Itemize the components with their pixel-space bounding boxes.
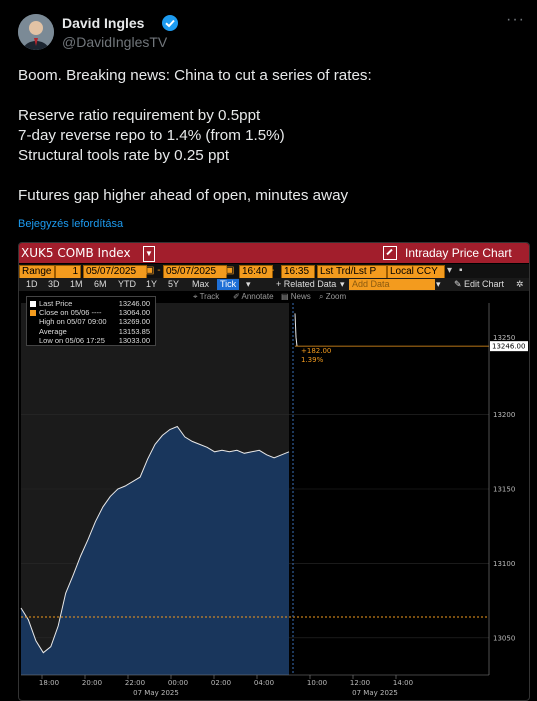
y-tick-label: 13250 <box>493 334 515 342</box>
ticker-dropdown-icon: ▼ <box>143 246 155 262</box>
more-dots-icon[interactable]: ··· <box>506 11 525 28</box>
author-name[interactable]: David Ingles <box>62 15 145 31</box>
related-data: + Related Data <box>276 279 337 289</box>
ticker-label: XUK5 COMB Index <box>21 246 131 260</box>
currency-select: Local CCY <box>387 265 445 279</box>
period-button: 1M <box>70 279 83 289</box>
legend-item: Last Price 13246.00 <box>30 299 152 308</box>
tweet-line: 7-day reverse repo to 1.4% (from 1.5%) <box>18 127 285 144</box>
legend-item: Average 13153.85 <box>39 326 150 336</box>
series-line <box>20 425 290 654</box>
legend-item: High on 05/07 09:00 13269.00 <box>39 317 150 327</box>
x-tick-label: 10:00 <box>307 679 327 687</box>
tweet-line: Futures gap higher ahead of open, minute… <box>18 187 349 204</box>
range-label: Range <box>19 265 55 279</box>
news-tool: ▤ News <box>281 292 311 301</box>
x-tick-label: 00:00 <box>168 679 188 687</box>
price-chart: 13050 13100 13150 13200 18:00 20:00 22:00 00:0… <box>20 303 528 697</box>
tweet-line <box>18 86 523 106</box>
y-tick-label: 13100 <box>493 560 515 568</box>
track-tool: ⌖ Track <box>193 292 220 301</box>
x-date-label: 07 May 2025 <box>133 689 179 697</box>
period-button: 5Y <box>168 279 180 289</box>
date-to: 05/07/2025 <box>163 265 227 279</box>
chart-image[interactable]: XUK5 COMB Index ▼ Intraday Price Chart R… <box>18 242 530 701</box>
legend-swatch <box>30 301 36 308</box>
legend-item: Close on 05/06 ---- 13064.00 <box>30 308 152 317</box>
period-button: Max <box>192 279 210 289</box>
change-abs: +182.00 <box>301 347 331 355</box>
chart-title: Intraday Price Chart <box>405 246 512 260</box>
author-handle[interactable]: @DavidInglesTV <box>62 34 168 50</box>
translate-link[interactable]: Bejegyzés lefordítása <box>18 218 124 230</box>
x-tick-label: 14:00 <box>393 679 413 687</box>
time-to: 16:35 <box>281 265 315 279</box>
avatar[interactable] <box>18 14 54 50</box>
x-tick-label: 12:00 <box>350 679 370 687</box>
x-date-label: 07 May 2025 <box>352 689 398 697</box>
period-row: 1D 3D 1M 6M YTD 1Y 5Y Max Tick ▾ + Relat… <box>19 278 529 291</box>
calendar-icon: ▣ <box>225 265 235 276</box>
x-tick-label: 20:00 <box>82 679 102 687</box>
verified-badge-icon <box>161 14 179 32</box>
x-tick-label: 22:00 <box>125 679 145 687</box>
x-tick-label: 04:00 <box>254 679 274 687</box>
annotate-tool: ✐ Annotate <box>233 292 274 301</box>
tweet-line: Boom. Breaking news: China to cut a seri… <box>18 67 372 84</box>
date-from: 05/07/2025 <box>83 265 147 279</box>
settings-icon: ▪ <box>459 265 463 276</box>
last-price-tag <box>490 341 528 352</box>
chart-legend: Last Price 13246.00 Close on 05/06 ---- 13… <box>26 296 156 346</box>
range-num: 1 <box>55 265 81 279</box>
y-tick-label: 13150 <box>493 486 515 494</box>
last-price-tag-text: 13246.00 <box>492 343 525 351</box>
time-from: 16:40 <box>239 265 273 279</box>
terminal-title-bar: XUK5 COMB Index ▼ Intraday Price Chart <box>19 243 529 263</box>
chevron-down-icon: ▾ <box>340 279 345 289</box>
chevron-down-icon: ▾ <box>246 279 251 289</box>
calendar-icon: ▣ - <box>145 265 161 276</box>
tweet-line: Structural tools rate by 0.25 ppt <box>18 147 230 164</box>
dash: - <box>271 265 275 276</box>
series-area <box>21 426 289 675</box>
popout-icon <box>383 246 397 260</box>
tools-row: ⌖ Track ✐ Annotate ▤ News ⌕ Zoom <box>19 291 529 303</box>
legend-swatch <box>30 310 36 317</box>
edit-chart-button: Edit Chart <box>464 279 505 289</box>
period-button: 6M <box>94 279 107 289</box>
period-button: 1Y <box>146 279 158 289</box>
tick-button: Tick <box>217 279 240 290</box>
range-row: Range 1 05/07/2025 ▣ - 05/07/2025 ▣ 16:4… <box>19 264 529 279</box>
period-button: YTD <box>118 279 136 289</box>
y-axis: 13050 13100 13150 13200 <box>488 303 515 675</box>
mode-select: Lst Trd/Lst P <box>317 265 387 279</box>
legend-item: Low on 05/06 17:25 13033.00 <box>39 335 150 345</box>
pencil-icon: ✎ <box>454 279 462 289</box>
x-tick-label: 18:00 <box>39 679 59 687</box>
y-tick-label: 13200 <box>493 411 515 419</box>
y-tick-label: 13050 <box>493 634 515 642</box>
period-button: 1D <box>26 279 38 289</box>
gear-icon: ✲ <box>516 279 524 289</box>
period-button: 3D <box>48 279 60 289</box>
chevron-down-icon: ▾ <box>447 265 453 276</box>
tweet-text: Boom. Breaking news: China to cut a seri… <box>18 66 523 206</box>
add-data-field: Add Data <box>349 279 435 290</box>
x-tick-label: 02:00 <box>211 679 231 687</box>
zoom-tool: ⌕ Zoom <box>319 292 347 301</box>
change-pct: 1.39% <box>301 356 324 364</box>
chevron-down-icon: ▾ <box>436 279 441 289</box>
tweet-line: Reserve ratio requirement by 0.5ppt <box>18 107 261 124</box>
x-axis: 18:00 20:00 22:00 00:00 02:00 04:00 10:00 12:00… <box>21 674 489 697</box>
series-line <box>294 313 298 347</box>
tweet-line <box>18 166 523 186</box>
